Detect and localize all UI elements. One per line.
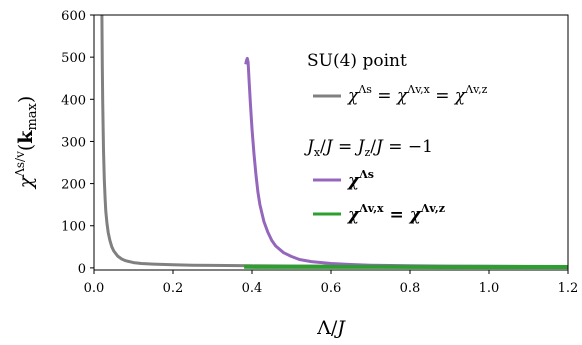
x-tick-label: 0.6 (321, 281, 342, 296)
y-tick-label: 500 (61, 51, 86, 66)
plot-lines (100, 14, 569, 269)
x-tick-label: 0.4 (242, 281, 263, 296)
legend-label-chi-s: χΛs (347, 168, 374, 191)
y-tick-label: 200 (61, 178, 86, 193)
legend: SU(4) point χΛs = χΛv,x = χΛv,z Jx/J = J… (304, 51, 488, 225)
x-tick-label: 0.0 (84, 281, 105, 296)
y-tick-label: 300 (61, 135, 86, 150)
y-tick-label: 600 (61, 9, 86, 24)
legend-label-su4: χΛs = χΛv,x = χΛv,z (347, 83, 488, 106)
x-axis-ticks: 0.0 0.2 0.4 0.6 0.8 1.0 1.2 (84, 270, 579, 296)
x-tick-label: 0.8 (400, 281, 421, 296)
x-tick-label: 1.0 (479, 281, 500, 296)
x-axis-label: Λ/J (316, 317, 346, 339)
y-tick-label: 400 (61, 93, 86, 108)
legend-group-2-title: Jx/J = Jz/J = −1 (304, 137, 433, 159)
y-axis-label: χΛs/v(kmax) (13, 96, 40, 191)
y-axis-ticks: 0 100 200 300 400 500 600 (61, 9, 94, 277)
svg-text:χΛs/v(kmax): χΛs/v(kmax) (13, 96, 40, 191)
legend-label-chi-v: χΛv,x = χΛv,z (347, 202, 445, 225)
y-tick-label: 100 (61, 220, 86, 235)
x-tick-label: 0.2 (163, 281, 184, 296)
x-tick-label: 1.2 (558, 281, 579, 296)
y-tick-label: 0 (78, 262, 86, 277)
legend-group-1-title: SU(4) point (307, 51, 407, 71)
